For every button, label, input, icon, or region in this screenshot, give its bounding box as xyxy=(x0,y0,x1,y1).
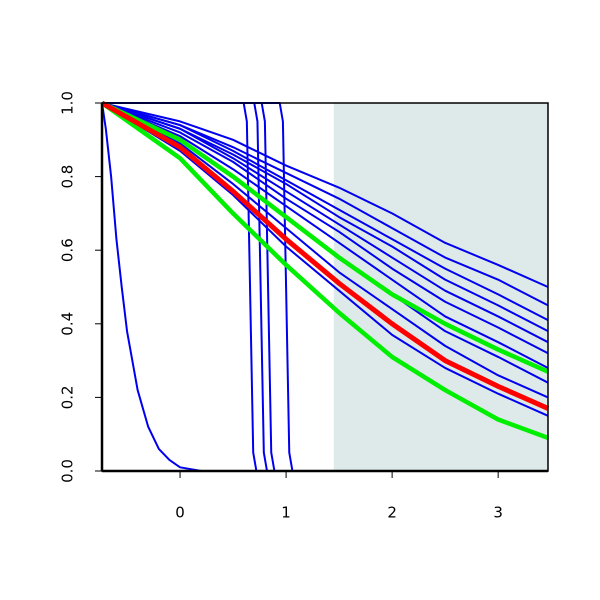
curve xyxy=(101,102,549,307)
y-tick-label: 0.6 xyxy=(59,238,77,262)
x-tick-label: 0 xyxy=(175,504,185,522)
curve xyxy=(101,102,549,369)
x-tick-label: 3 xyxy=(493,504,503,522)
curve xyxy=(101,102,548,472)
curve xyxy=(101,102,549,344)
curve xyxy=(101,102,549,322)
curve xyxy=(101,102,549,399)
curve xyxy=(100,101,549,440)
y-tick-label: 0.2 xyxy=(59,385,77,409)
curve xyxy=(100,100,550,411)
x-tick-label: 2 xyxy=(387,504,397,522)
x-tick-label: 1 xyxy=(281,504,291,522)
curve xyxy=(101,102,549,417)
curve xyxy=(101,100,549,374)
y-tick-label: 1.0 xyxy=(59,91,77,115)
curve xyxy=(101,102,549,333)
curve xyxy=(101,102,549,355)
y-tick-label: 0.0 xyxy=(59,459,77,483)
y-tick-label: 0.8 xyxy=(59,165,77,189)
curve xyxy=(101,102,549,288)
y-tick-label: 0.4 xyxy=(59,312,77,336)
